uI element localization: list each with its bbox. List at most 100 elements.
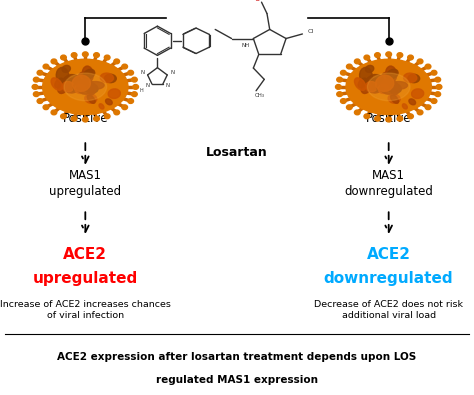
Text: MAS1
upregulated: MAS1 upregulated (49, 169, 121, 198)
Circle shape (417, 59, 423, 64)
Text: upregulated: upregulated (33, 271, 138, 286)
Ellipse shape (62, 66, 71, 72)
Text: ACE2 expression after losartan treatment depends upon LOS: ACE2 expression after losartan treatment… (57, 352, 417, 363)
Ellipse shape (88, 84, 92, 88)
Ellipse shape (86, 81, 104, 89)
Ellipse shape (378, 84, 389, 94)
Text: regulated MAS1 expression: regulated MAS1 expression (156, 375, 318, 385)
Circle shape (408, 114, 413, 118)
Text: N: N (165, 83, 169, 88)
Text: N: N (146, 83, 150, 88)
Circle shape (114, 110, 119, 115)
Circle shape (374, 117, 380, 121)
Ellipse shape (379, 88, 384, 90)
Ellipse shape (56, 68, 69, 84)
Ellipse shape (367, 78, 384, 93)
Circle shape (336, 85, 341, 89)
Ellipse shape (87, 94, 93, 97)
Circle shape (128, 70, 134, 75)
Ellipse shape (108, 89, 120, 98)
Circle shape (94, 53, 100, 57)
Ellipse shape (386, 66, 397, 82)
Text: MAS1
downregulated: MAS1 downregulated (344, 169, 433, 198)
Ellipse shape (85, 94, 97, 103)
Circle shape (435, 77, 441, 82)
Circle shape (425, 105, 431, 110)
Circle shape (397, 117, 403, 121)
Circle shape (346, 64, 352, 69)
Text: H: H (139, 88, 143, 93)
Ellipse shape (377, 83, 388, 92)
Text: Cl: Cl (308, 29, 314, 34)
Text: Increase of ACE2 increases chances
of viral infection: Increase of ACE2 increases chances of vi… (0, 300, 171, 320)
Circle shape (364, 55, 370, 60)
Ellipse shape (382, 72, 391, 81)
Circle shape (355, 110, 360, 115)
Ellipse shape (387, 69, 398, 79)
Ellipse shape (72, 75, 91, 91)
Ellipse shape (73, 83, 84, 92)
Ellipse shape (78, 72, 87, 81)
Ellipse shape (355, 78, 366, 90)
Ellipse shape (391, 94, 396, 97)
Circle shape (82, 52, 88, 56)
Circle shape (104, 55, 110, 60)
Circle shape (122, 105, 128, 110)
Ellipse shape (346, 59, 431, 115)
Text: downregulated: downregulated (324, 271, 454, 286)
Circle shape (33, 77, 39, 82)
Ellipse shape (411, 89, 424, 98)
Ellipse shape (106, 99, 112, 105)
Circle shape (37, 99, 43, 103)
Circle shape (355, 59, 360, 64)
Ellipse shape (380, 79, 397, 94)
Ellipse shape (64, 78, 81, 93)
Circle shape (337, 77, 342, 82)
Text: COVID-19
Positive: COVID-19 Positive (57, 96, 114, 125)
Circle shape (132, 77, 137, 82)
Ellipse shape (367, 73, 410, 101)
Ellipse shape (99, 104, 104, 109)
Ellipse shape (365, 81, 378, 92)
Circle shape (43, 64, 49, 69)
Ellipse shape (385, 80, 392, 90)
Circle shape (417, 110, 423, 115)
Text: Losartan: Losartan (206, 146, 268, 158)
Ellipse shape (58, 81, 68, 94)
Circle shape (374, 53, 380, 57)
Circle shape (61, 55, 66, 60)
Ellipse shape (43, 59, 128, 115)
Ellipse shape (62, 75, 81, 91)
Circle shape (340, 99, 346, 103)
Circle shape (122, 64, 128, 69)
Ellipse shape (82, 80, 88, 90)
Ellipse shape (375, 75, 394, 91)
Text: NH: NH (241, 43, 249, 48)
Ellipse shape (82, 66, 93, 82)
Circle shape (51, 110, 57, 115)
Ellipse shape (365, 75, 384, 91)
Circle shape (51, 59, 57, 64)
Ellipse shape (75, 84, 86, 94)
Circle shape (132, 92, 137, 96)
Ellipse shape (76, 88, 81, 90)
Circle shape (431, 99, 437, 103)
Ellipse shape (387, 83, 401, 93)
Ellipse shape (83, 69, 95, 79)
Circle shape (128, 99, 134, 103)
Circle shape (71, 53, 77, 57)
Circle shape (37, 70, 43, 75)
Ellipse shape (382, 81, 387, 86)
Ellipse shape (392, 84, 396, 88)
Ellipse shape (361, 81, 371, 94)
Circle shape (61, 114, 66, 118)
Circle shape (408, 55, 413, 60)
Text: ACE2: ACE2 (367, 247, 410, 262)
Circle shape (114, 59, 119, 64)
Text: COVID-19
Positive: COVID-19 Positive (360, 96, 417, 125)
Circle shape (397, 53, 403, 57)
Text: ACE2: ACE2 (64, 247, 107, 262)
Ellipse shape (409, 99, 416, 105)
Circle shape (71, 117, 77, 121)
Ellipse shape (104, 74, 116, 83)
